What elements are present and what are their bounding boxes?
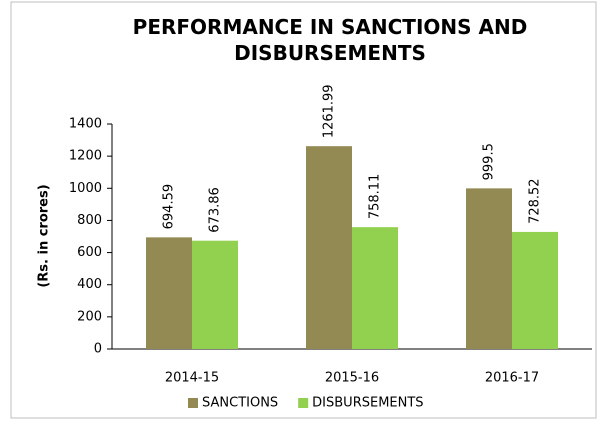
legend-label: SANCTIONS	[202, 396, 278, 411]
bar	[466, 188, 512, 349]
data-label: 673.86	[208, 187, 223, 233]
x-tick-label: 2014-15	[165, 371, 219, 386]
y-tick-label: 400	[77, 277, 102, 292]
bar	[306, 146, 352, 349]
data-label: 694.59	[162, 184, 177, 230]
y-tick-label: 1400	[69, 117, 102, 132]
y-tick-label: 1200	[69, 149, 102, 164]
y-tick-label: 200	[77, 309, 102, 324]
chart-border	[10, 1, 597, 419]
legend-swatch	[188, 398, 198, 408]
legend-label: DISBURSEMENTS	[312, 396, 423, 411]
data-label: 728.52	[528, 178, 543, 224]
x-tick-label: 2015-16	[325, 371, 379, 386]
data-label: 1261.99	[322, 84, 337, 138]
bar	[352, 227, 398, 349]
bar	[192, 240, 238, 349]
y-tick-label: 600	[77, 245, 102, 260]
chart-title: PERFORMANCE IN SANCTIONS AND DISBURSEMEN…	[132, 15, 528, 65]
y-tick-label: 1000	[69, 181, 102, 196]
bar	[512, 231, 558, 349]
bar	[146, 237, 192, 349]
data-label: 999.5	[482, 143, 497, 180]
x-tick-label: 2016-17	[485, 371, 539, 386]
legend-swatch	[298, 398, 309, 408]
data-label: 758.11	[368, 174, 383, 220]
y-tick-label: 0	[94, 342, 102, 357]
y-axis-label: (Rs. in crores)	[37, 184, 52, 287]
y-tick-label: 800	[77, 213, 102, 228]
